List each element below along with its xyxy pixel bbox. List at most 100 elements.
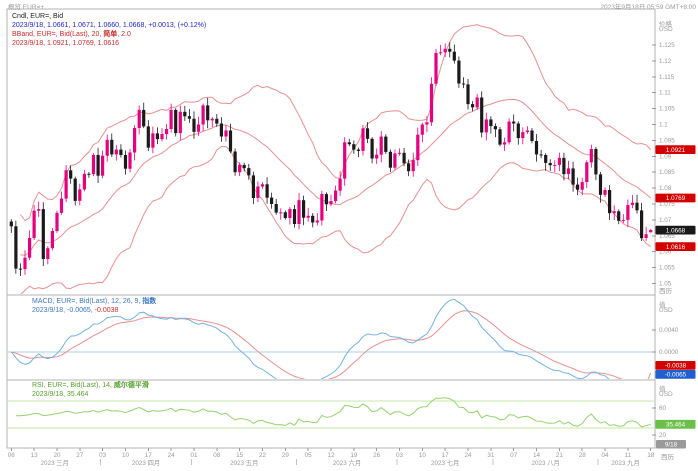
time-tick-label: 20 — [53, 452, 61, 459]
candle-body — [397, 152, 402, 154]
candle-body — [347, 142, 351, 145]
rsi-line — [15, 397, 651, 428]
time-tick-label: 06 — [8, 452, 16, 459]
candle-body — [429, 83, 434, 123]
candle-body — [630, 202, 634, 205]
candle-body — [247, 168, 251, 176]
candle-body — [375, 154, 379, 159]
candle-body — [571, 168, 575, 185]
candle-body — [50, 231, 54, 249]
candle-body — [151, 133, 155, 148]
macd-series-label[interactable]: MACD, EUR=, Bid(Last), 12, 26, 9, 指数 — [32, 297, 156, 306]
price-axis-scale[interactable]: 西历 — [659, 288, 672, 295]
time-axis-scale[interactable]: 西历 — [661, 454, 674, 461]
time-tick-label: 03 — [99, 452, 107, 459]
candle-body — [142, 109, 146, 127]
rsi-values: 2023/9/18, 35.464 — [32, 391, 89, 398]
candle-body — [37, 209, 41, 211]
candle-body — [201, 105, 205, 125]
rsi-series-label[interactable]: RSI, EUR=, Bid(Last), 14, 威尔德平滑 — [32, 381, 149, 390]
candle-body — [562, 157, 566, 175]
candle-body — [585, 162, 589, 182]
time-tick-label: 03 — [396, 452, 404, 459]
bband-series-label[interactable]: BBand, EUR=, Bid(Last), 20, 简单, 2.0 — [12, 30, 206, 39]
time-tick-label: 24 — [168, 452, 176, 459]
price-axis[interactable]: 1.125 1.12 1.115 1.11 1.105 1.1 1.095 1.09 1.085… — [652, 42, 696, 439]
candle-body — [87, 173, 91, 175]
axis-badge-label: 35.464 — [666, 422, 686, 429]
candle-body — [165, 129, 169, 135]
current-date-badge — [656, 440, 686, 449]
candle-body — [498, 129, 502, 145]
axis-tick-label: 1.11 — [659, 90, 671, 97]
candle-body — [452, 51, 456, 61]
candle-body — [557, 157, 561, 165]
time-tick-label: 08 — [213, 452, 221, 459]
candle-body — [434, 52, 438, 84]
axis-tick-label: 1.06 — [659, 249, 672, 256]
candle-body — [28, 238, 32, 258]
macd-signal-value: -0.0038 — [94, 307, 119, 314]
time-tick-label: 17 — [442, 452, 450, 459]
candle-body — [343, 142, 347, 179]
candle-body — [169, 109, 173, 129]
candle-body — [393, 153, 397, 168]
bband-ma-type: 简单 — [103, 31, 118, 38]
candle-body — [521, 132, 525, 139]
candle-body — [279, 212, 283, 214]
time-axis[interactable]: 06 13 20 27 2023 三月 03 10 17 24 2023 四月 01 08 15 22 29… — [8, 440, 686, 467]
candlestick-series[interactable] — [9, 42, 653, 277]
time-tick-label: 24 — [465, 452, 473, 459]
time-tick-label: 01 — [190, 452, 198, 459]
rsi-axis-currency: USD — [659, 391, 673, 398]
candle-body — [311, 215, 315, 223]
candle-body — [489, 119, 493, 127]
month-label: 2023 八月 — [531, 459, 559, 467]
candle-body — [617, 211, 621, 221]
window-title[interactable]: 概览 EUR=+ — [8, 4, 45, 11]
candle-body — [288, 209, 292, 218]
month-label: 2023 九月 — [611, 458, 639, 467]
macd-line — [10, 298, 610, 379]
axis-tick-label: 1.1 — [659, 121, 668, 128]
candle-body — [69, 170, 73, 179]
candle-body — [516, 123, 520, 139]
candle-body — [416, 134, 420, 161]
candle-body — [461, 83, 466, 85]
month-label: 2023 四月 — [132, 459, 160, 467]
candle-body — [471, 104, 475, 108]
candle-body — [525, 130, 529, 133]
candle-body — [548, 163, 552, 166]
bband-middle-line — [20, 98, 652, 256]
candle-body — [242, 164, 246, 169]
candle-body — [448, 48, 452, 52]
candle-body — [530, 130, 534, 141]
time-tick-label: 18 — [647, 452, 655, 459]
candle-body — [594, 149, 598, 175]
time-tick-label: 17 — [145, 452, 153, 459]
month-label: 2023 三月 — [40, 459, 68, 467]
candle-body — [174, 109, 178, 134]
axis-badge-label: 1.0769 — [666, 195, 686, 202]
candle-body — [370, 138, 374, 159]
time-tick-label: 10 — [419, 452, 427, 459]
candle-series-label[interactable]: Cndl, EUR=, Bid — [12, 13, 64, 20]
candle-body — [425, 122, 429, 125]
current-date-badge-label: 9/18 — [665, 442, 678, 449]
time-tick-label: 07 — [510, 452, 518, 459]
candle-body — [41, 209, 45, 259]
candle-body — [598, 174, 603, 195]
axis-tick-label: 1.055 — [659, 265, 675, 272]
candle-body — [539, 154, 543, 156]
candle-body — [137, 109, 141, 128]
price-axis-title: 价格 — [659, 21, 672, 28]
candle-body — [608, 190, 612, 214]
month-label: 2023 五月 — [230, 459, 258, 467]
time-tick-label: 21 — [556, 452, 564, 459]
bband-label-prefix: BBand, EUR=, Bid(Last), 20, — [12, 31, 104, 38]
candle-body — [196, 124, 201, 132]
time-tick-label: 31 — [487, 452, 495, 459]
candle-body — [146, 126, 150, 148]
price-axis-currency: USD — [659, 26, 673, 33]
